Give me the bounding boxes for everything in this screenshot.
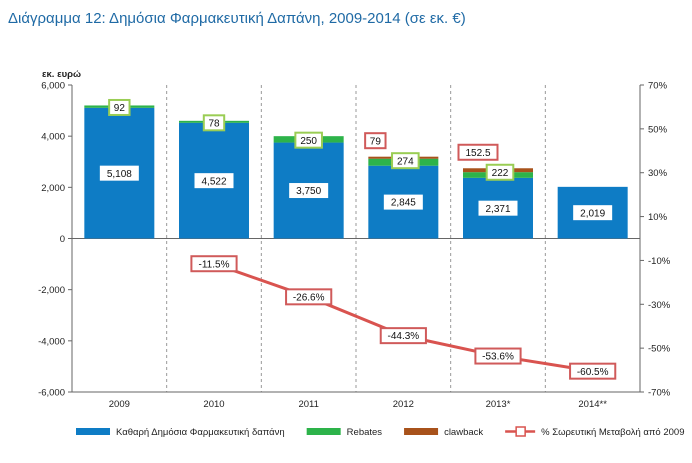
rebates-label-box bbox=[202, 114, 226, 132]
bar-value-label-box bbox=[289, 183, 329, 199]
bar-value-label-box bbox=[573, 205, 613, 221]
rebates-label-box bbox=[485, 163, 515, 181]
y2-tick-label: -70% bbox=[648, 388, 671, 399]
rebates-label-box bbox=[108, 98, 131, 116]
y2-tick-label: 10% bbox=[648, 212, 668, 223]
y2-tick-label: -10% bbox=[648, 256, 671, 267]
y-tick-label: -6,000 bbox=[38, 388, 65, 399]
y-tick-label: 6,000 bbox=[41, 81, 65, 92]
cumulative-change-label-box bbox=[569, 362, 617, 380]
y-tick-label: -2,000 bbox=[38, 285, 65, 296]
y-tick-label: -4,000 bbox=[38, 336, 65, 347]
cumulative-change-label: -26.6% bbox=[293, 292, 325, 303]
legend-marker bbox=[515, 426, 526, 437]
clawback-label-box bbox=[364, 132, 387, 150]
rebates-label: 78 bbox=[208, 118, 220, 129]
legend-entry: % Σωρευτική Μεταβολή από 2009 bbox=[541, 427, 684, 438]
clawback-label: 152.5 bbox=[465, 148, 490, 159]
bar-value-label-box bbox=[478, 200, 518, 216]
cumulative-change-label-box bbox=[474, 347, 522, 365]
y2-tick-label: 30% bbox=[648, 168, 668, 179]
y2-tick-label: 70% bbox=[648, 81, 668, 92]
legend-swatch bbox=[404, 428, 439, 435]
bar-value-label-box bbox=[194, 173, 234, 189]
y2-tick-label: -50% bbox=[648, 344, 671, 355]
cumulative-change-polyline bbox=[213, 262, 593, 373]
cumulative-change-line bbox=[213, 262, 593, 373]
x-tick-label: 2009 bbox=[109, 399, 130, 410]
cumulative-change-label: -53.6% bbox=[482, 352, 514, 363]
legend-entry: clawback bbox=[444, 427, 483, 438]
y2-tick-label: 50% bbox=[648, 124, 668, 135]
cumulative-change-label: -44.3% bbox=[387, 331, 419, 342]
clawback-label: 79 bbox=[370, 136, 382, 147]
legend-entry: Καθαρή Δημόσια Φαρμακευτική δαπάνη bbox=[116, 427, 285, 438]
bar-value-label-box bbox=[99, 165, 139, 181]
bar-value-label: 2,019 bbox=[580, 208, 605, 219]
rebates-label: 274 bbox=[397, 156, 414, 167]
clawback-label-box bbox=[457, 143, 499, 161]
y2-tick-label: -30% bbox=[648, 300, 671, 311]
chart-title: Διάγραμμα 12: Δημόσια Φαρμακευτική Δαπάν… bbox=[8, 10, 466, 27]
x-tick-label: 2011 bbox=[298, 399, 318, 410]
bar-value-label: 5,108 bbox=[107, 169, 132, 180]
bar-value-label: 4,522 bbox=[201, 176, 226, 187]
x-tick-label: 2010 bbox=[203, 399, 224, 410]
legend-swatch bbox=[76, 428, 110, 435]
y-tick-label: 2,000 bbox=[41, 183, 65, 194]
cumulative-change-label-box bbox=[285, 288, 333, 306]
bar-value-label: 2,845 bbox=[391, 198, 416, 209]
data-labels: 5,108 4,522 3,750 2,845 2,371 2,019 92 78 250 274… bbox=[99, 98, 617, 380]
y-tick-label: 4,000 bbox=[41, 132, 65, 143]
cumulative-change-label: -11.5% bbox=[199, 259, 230, 270]
x-tick-label: 2012 bbox=[393, 399, 414, 410]
bar-value-label: 2,371 bbox=[485, 204, 510, 215]
bar-value-label-box bbox=[383, 194, 423, 210]
rebates-label: 92 bbox=[114, 103, 126, 114]
x-tick-label: 2014** bbox=[578, 399, 607, 410]
legend-swatch bbox=[306, 428, 341, 435]
cumulative-change-label-box bbox=[190, 255, 238, 273]
rebates-label-box bbox=[391, 152, 420, 170]
rebates-label-box bbox=[294, 131, 323, 149]
legend-entry: Rebates bbox=[347, 427, 383, 438]
rebates-label: 222 bbox=[492, 168, 509, 179]
bar-value-label: 3,750 bbox=[296, 186, 321, 197]
x-tick-label: 2013* bbox=[486, 399, 511, 410]
y-tick-label: 0 bbox=[60, 234, 65, 245]
cumulative-change-label-box bbox=[379, 327, 427, 345]
legend: Καθαρή Δημόσια Φαρμακευτική δαπάνη Rebate… bbox=[76, 426, 685, 438]
y-axis-label: εκ. ευρώ bbox=[42, 69, 81, 80]
rebates-label: 250 bbox=[300, 136, 317, 147]
cumulative-change-label: -60.5% bbox=[577, 367, 609, 378]
